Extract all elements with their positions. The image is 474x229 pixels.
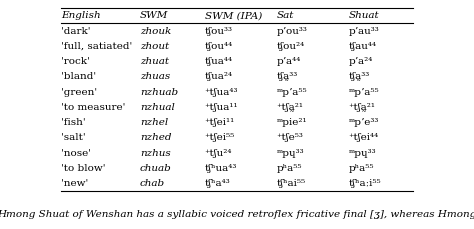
Text: ⁺tʃu²⁴: ⁺tʃu²⁴ [205,149,232,158]
Text: SWM (IPA): SWM (IPA) [205,11,262,20]
Text: pʰa⁵⁵: pʰa⁵⁵ [348,164,374,173]
Text: 'bland': 'bland' [61,72,96,81]
Text: ⁺tʃua⁴³: ⁺tʃua⁴³ [205,88,238,97]
Text: ⁺tʃei⁵⁵: ⁺tʃei⁵⁵ [205,134,235,142]
Text: ⁺tʃei⁴⁴: ⁺tʃei⁴⁴ [348,134,379,142]
Text: 'green': 'green' [61,88,97,97]
Text: ᵐpʼa⁵⁵: ᵐpʼa⁵⁵ [348,88,379,97]
Text: tʃʰua⁴³: tʃʰua⁴³ [205,164,237,173]
Text: tʃʰai⁵⁵: tʃʰai⁵⁵ [276,179,306,188]
Text: ᵐpie²¹: ᵐpie²¹ [276,118,307,127]
Text: Sat: Sat [276,11,294,20]
Text: 'new': 'new' [61,179,88,188]
Text: ᵐpʼa⁵⁵: ᵐpʼa⁵⁵ [276,88,307,97]
Text: pʼau³³: pʼau³³ [348,27,379,35]
Text: tʃua⁴⁴: tʃua⁴⁴ [205,57,233,66]
Text: 'dark': 'dark' [61,27,91,35]
Text: 'to measure': 'to measure' [61,103,125,112]
Text: tʃa̰³³: tʃa̰³³ [348,72,370,81]
Text: tʃou³³: tʃou³³ [205,27,233,35]
Text: nzhed: nzhed [140,134,172,142]
Text: ᵐpɥ³³: ᵐpɥ³³ [348,149,376,158]
Text: pʼou³³: pʼou³³ [276,27,308,35]
Text: zhout: zhout [140,42,169,51]
Text: 'to blow': 'to blow' [61,164,105,173]
Text: tʃua²⁴: tʃua²⁴ [205,72,233,81]
Text: SWM: SWM [140,11,168,20]
Text: English: English [61,11,100,20]
Text: tʃou⁴⁴: tʃou⁴⁴ [205,42,233,51]
Text: pʰa⁵⁵: pʰa⁵⁵ [276,164,302,173]
Text: ⁺tʃa̰²¹: ⁺tʃa̰²¹ [348,103,375,112]
Text: Shuat: Shuat [348,11,379,20]
Text: chuab: chuab [140,164,172,173]
Text: pʼa⁴⁴: pʼa⁴⁴ [276,57,301,66]
Text: ᵐpɥ³³: ᵐpɥ³³ [276,149,304,158]
Text: nzhus: nzhus [140,149,171,158]
Text: tʃʰaːi⁵⁵: tʃʰaːi⁵⁵ [348,179,381,188]
Text: 'full, satiated': 'full, satiated' [61,42,132,51]
Text: nzhel: nzhel [140,118,168,127]
Text: 'fish': 'fish' [61,118,86,127]
Text: ᵐpʼe³³: ᵐpʼe³³ [348,118,379,127]
Text: ⁺tʃe⁵³: ⁺tʃe⁵³ [276,134,303,142]
Text: 'nose': 'nose' [61,149,91,158]
Text: chab: chab [140,179,165,188]
Text: zhouk: zhouk [140,27,171,35]
Text: pʼa²⁴: pʼa²⁴ [348,57,373,66]
Text: 'salt': 'salt' [61,134,86,142]
Text: 'rock': 'rock' [61,57,90,66]
Text: zhuas: zhuas [140,72,170,81]
Text: ⁺tʃei¹¹: ⁺tʃei¹¹ [205,118,235,127]
Text: tʃa̰³³: tʃa̰³³ [276,72,298,81]
Text: ⁺tʃa̰²¹: ⁺tʃa̰²¹ [276,103,303,112]
Text: nzhual: nzhual [140,103,175,112]
Text: nzhuab: nzhuab [140,88,178,97]
Text: ⁺tʃua¹¹: ⁺tʃua¹¹ [205,103,238,112]
Text: Hmong Shuat of Wenshan has a syllabic voiced retroflex fricative final [ʒ̩], whe: Hmong Shuat of Wenshan has a syllabic vo… [0,210,474,218]
Text: tʃou²⁴: tʃou²⁴ [276,42,305,51]
Text: zhuat: zhuat [140,57,169,66]
Text: tʃʰa⁴³: tʃʰa⁴³ [205,179,230,188]
Text: tʃau⁴⁴: tʃau⁴⁴ [348,42,376,51]
